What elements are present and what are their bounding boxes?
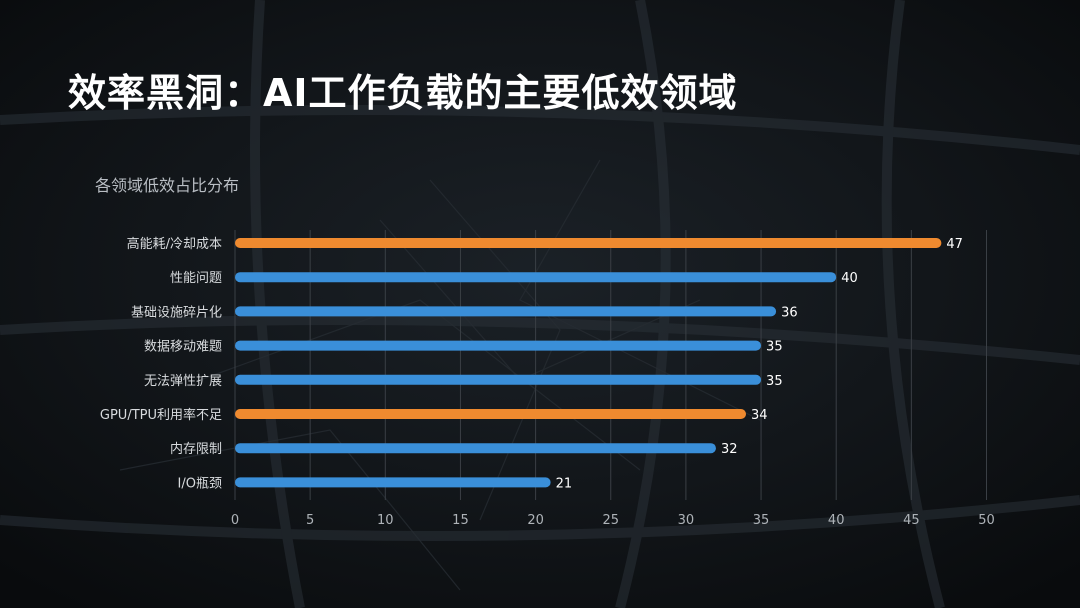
x-tick-label: 5: [306, 513, 314, 528]
x-tick-label: 40: [828, 513, 845, 528]
category-label: GPU/TPU利用率不足: [100, 407, 222, 423]
data-label: 32: [721, 442, 738, 457]
x-tick-label: 20: [527, 513, 544, 528]
category-label: 高能耗/冷却成本: [127, 236, 222, 252]
category-label: 基础设施碎片化: [131, 305, 222, 320]
data-label: 35: [766, 340, 783, 355]
data-label: 34: [751, 408, 768, 423]
category-label: I/O瓶颈: [178, 476, 222, 491]
slide-title: 效率黑洞：AI工作负载的主要低效领域: [68, 71, 738, 115]
x-tick-label: 0: [231, 513, 239, 528]
data-label: 47: [946, 237, 963, 252]
bar: [235, 238, 942, 248]
x-axis-tick-labels: 0 5 10 15 20 25 30 35 40 45 50: [231, 513, 995, 528]
bar: [235, 374, 762, 385]
data-label: 21: [556, 476, 573, 491]
category-label: 无法弹性扩展: [144, 374, 222, 389]
category-label: 性能问题: [170, 271, 222, 286]
x-tick-label: 30: [678, 513, 695, 528]
chart-title: 各领域低效占比分布: [95, 176, 240, 195]
data-label: 35: [766, 374, 783, 389]
x-tick-label: 45: [903, 513, 920, 528]
x-tick-label: 35: [753, 513, 770, 528]
category-label: 数据移动难题: [144, 340, 222, 355]
bar: [235, 477, 551, 488]
bar: [235, 340, 762, 351]
data-label: 36: [781, 305, 798, 320]
data-label: 40: [841, 271, 858, 286]
x-tick-label: 15: [452, 513, 469, 528]
bar: [235, 306, 777, 317]
bar: [235, 409, 747, 419]
bar: [235, 443, 716, 454]
x-tick-label: 50: [978, 513, 995, 528]
x-tick-label: 25: [602, 513, 619, 528]
bar: [235, 272, 837, 283]
category-label: 内存限制: [170, 441, 222, 457]
grid-lines: [234, 230, 987, 500]
value-labels: 47 40 36 35 35 34 32 21: [556, 237, 963, 491]
x-tick-label: 10: [377, 513, 394, 528]
bars: [235, 238, 942, 488]
